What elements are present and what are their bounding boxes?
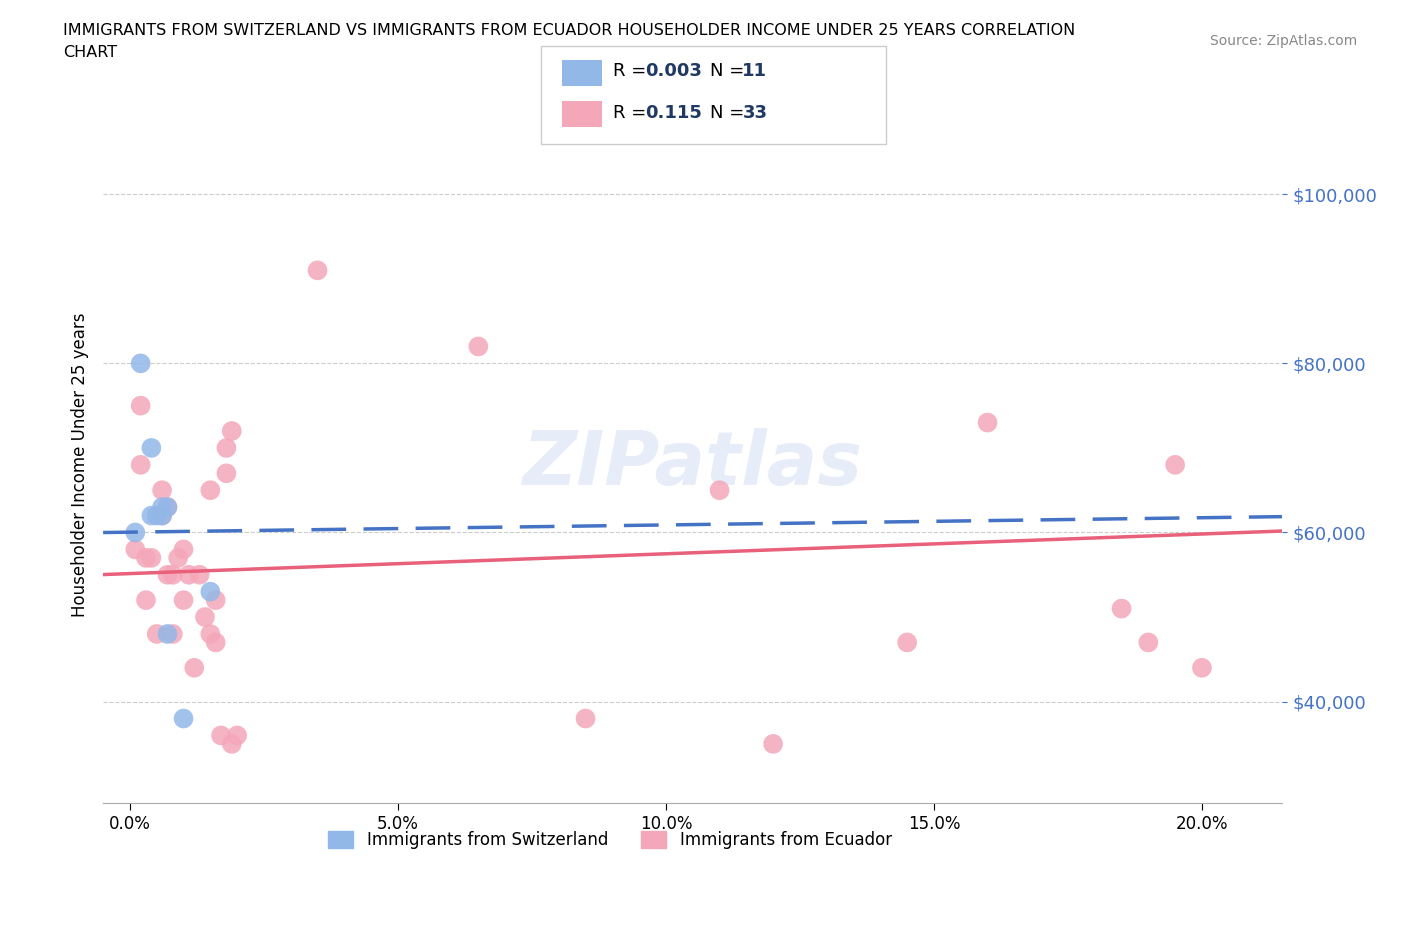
Point <box>307 263 329 278</box>
Text: R =: R = <box>613 103 658 122</box>
Text: ZIPatlas: ZIPatlas <box>523 429 863 501</box>
Legend: Immigrants from Switzerland, Immigrants from Ecuador: Immigrants from Switzerland, Immigrants … <box>322 824 898 856</box>
Point <box>976 415 998 430</box>
Point <box>209 728 232 743</box>
Point <box>204 592 226 607</box>
Point <box>129 398 152 413</box>
Text: 33: 33 <box>742 103 768 122</box>
Text: IMMIGRANTS FROM SWITZERLAND VS IMMIGRANTS FROM ECUADOR HOUSEHOLDER INCOME UNDER : IMMIGRANTS FROM SWITZERLAND VS IMMIGRANT… <box>63 23 1076 38</box>
Point <box>709 483 731 498</box>
Point <box>204 635 226 650</box>
Point <box>141 441 163 456</box>
Point <box>145 508 167 523</box>
Text: 0.115: 0.115 <box>645 103 702 122</box>
Point <box>173 542 195 557</box>
Point <box>162 567 184 582</box>
Point <box>215 466 238 481</box>
Point <box>156 567 179 582</box>
Text: CHART: CHART <box>63 45 117 60</box>
Point <box>156 627 179 642</box>
Y-axis label: Householder Income Under 25 years: Householder Income Under 25 years <box>72 312 89 618</box>
Point <box>200 627 222 642</box>
Point <box>150 508 173 523</box>
Point <box>135 592 157 607</box>
Point <box>129 458 152 472</box>
Point <box>896 635 918 650</box>
Text: R =: R = <box>613 61 652 80</box>
Point <box>1137 635 1160 650</box>
Point <box>135 551 157 565</box>
Point <box>129 356 152 371</box>
Point <box>150 483 173 498</box>
Point <box>150 508 173 523</box>
Point <box>574 711 596 726</box>
Text: Source: ZipAtlas.com: Source: ZipAtlas.com <box>1209 34 1357 48</box>
Point <box>167 551 190 565</box>
Point <box>1191 660 1213 675</box>
Point <box>221 423 243 438</box>
Point <box>188 567 211 582</box>
Point <box>156 499 179 514</box>
Point <box>221 737 243 751</box>
Point <box>1164 458 1187 472</box>
Point <box>173 592 195 607</box>
Point <box>177 567 200 582</box>
Point <box>141 508 163 523</box>
Text: 11: 11 <box>742 61 768 80</box>
Text: N =: N = <box>710 61 749 80</box>
Point <box>762 737 785 751</box>
Point <box>124 525 146 540</box>
Text: N =: N = <box>710 103 749 122</box>
Point <box>194 609 217 624</box>
Point <box>1111 601 1133 616</box>
Point <box>156 499 179 514</box>
Point <box>173 711 195 726</box>
Point <box>200 584 222 599</box>
Point <box>124 542 146 557</box>
Point <box>183 660 205 675</box>
Text: 0.003: 0.003 <box>645 61 702 80</box>
Point <box>200 483 222 498</box>
Point <box>141 551 163 565</box>
Point <box>145 627 167 642</box>
Point <box>215 441 238 456</box>
Point <box>162 627 184 642</box>
Point <box>467 339 489 354</box>
Point <box>226 728 249 743</box>
Point <box>150 499 173 514</box>
